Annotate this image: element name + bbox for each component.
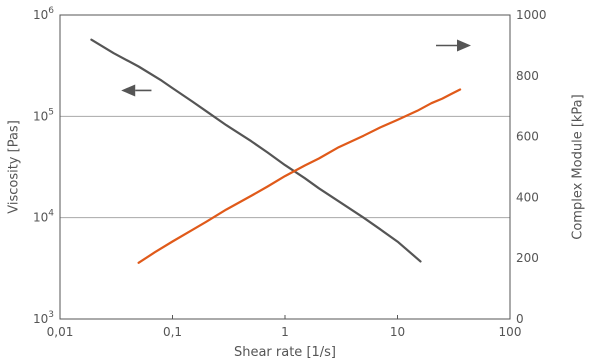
right-axis-arrow-icon [456,39,471,52]
y-right-tick-label: 200 [516,251,539,265]
grid-lines [60,115,510,219]
x-tick-label: 1 [281,325,289,339]
x-axis-label: Shear rate [1/s] [234,345,336,360]
y-right-tick-label: 1000 [516,8,547,22]
y-right-tick-label: 600 [516,130,539,144]
x-tick-label: 0,01 [47,325,74,339]
y-left-tick-label: 105 [33,107,54,123]
complex-module-series-line [137,88,462,264]
x-tick-label: 0,1 [163,325,182,339]
y-left-axis-label: Viscosity [Pas] [7,120,22,214]
y-right-axis-label: Complex Module [kPa] [571,94,586,239]
y-left-tick-label: 106 [33,6,54,22]
y-right-tick-label: 0 [516,312,524,326]
x-tick-label: 100 [499,325,522,339]
y-right-tick-label: 400 [516,190,539,204]
tick-labels: 0,01 0,1 1 10 100 103 104 105 106 0 200 400 600 800 10… [33,6,547,339]
y-right-tick-label: 800 [516,69,539,83]
viscosity-series-line [90,38,422,263]
x-tick-label: 10 [390,325,405,339]
y-left-tick-label: 103 [33,310,54,326]
y-left-tick-label: 104 [33,209,54,225]
left-axis-arrow-icon [121,84,136,97]
annotation-layer [121,39,471,97]
series-layer [90,38,462,264]
